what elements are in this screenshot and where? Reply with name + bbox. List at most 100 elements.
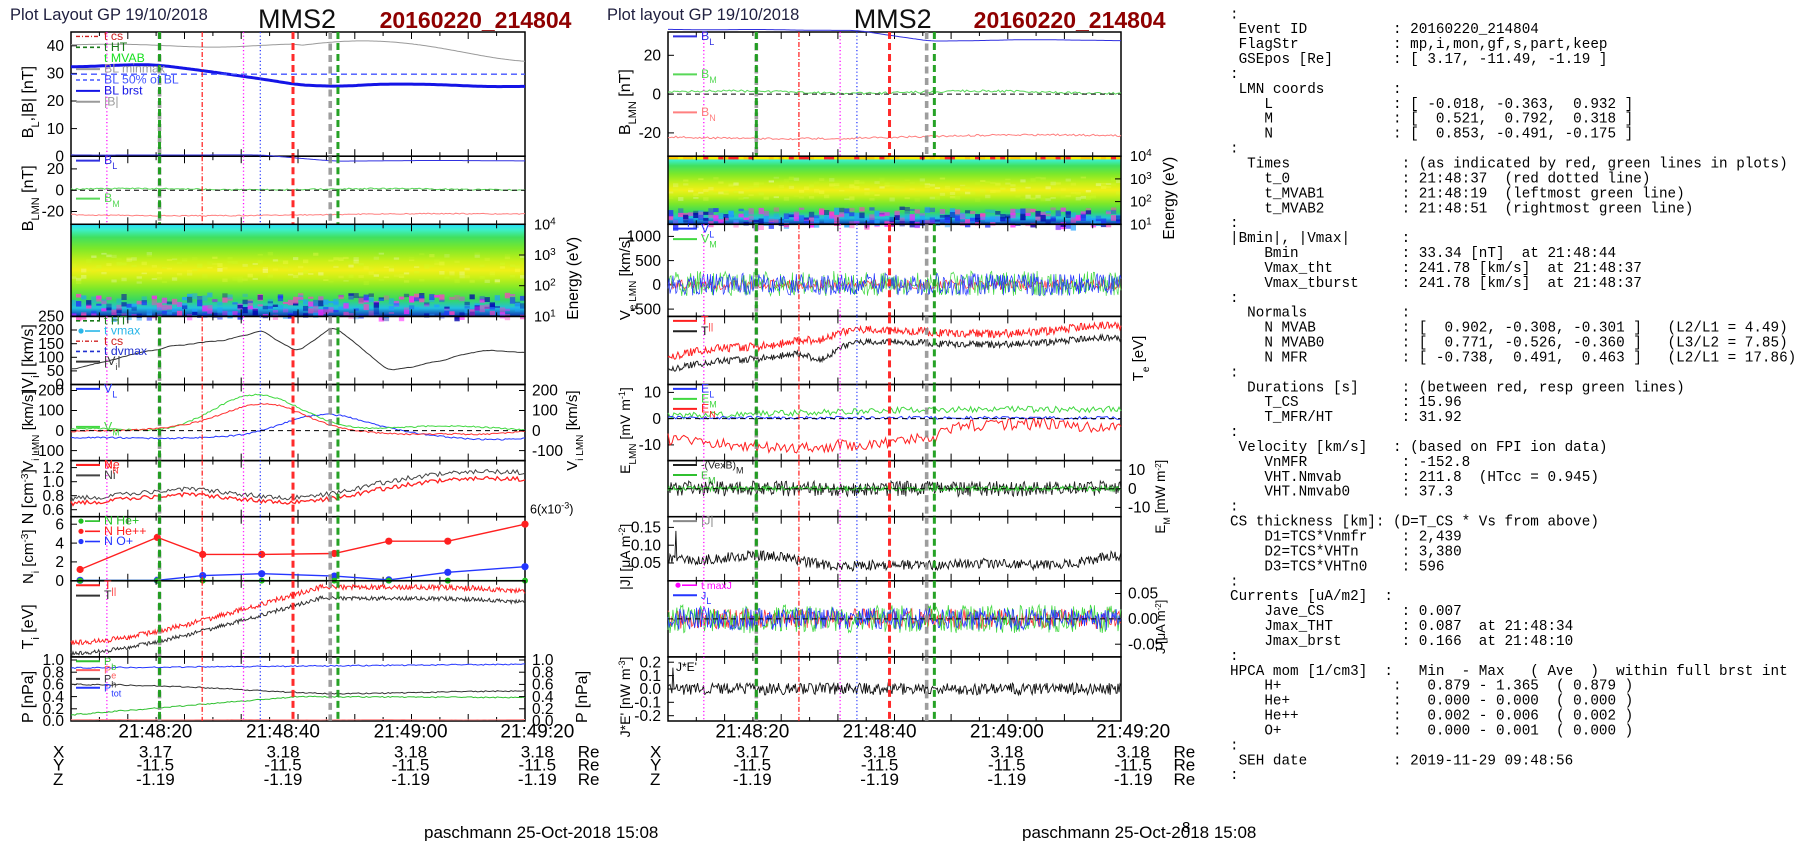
svg-text:21:48:40: 21:48:40 <box>843 722 917 743</box>
svg-text:Normals :: Normals : <box>1230 306 1410 322</box>
svg-text:-1.19: -1.19 <box>264 770 303 789</box>
svg-text:Plot Layout GP 19/10/2018: Plot Layout GP 19/10/2018 <box>10 6 208 24</box>
svg-text:Z: Z <box>650 770 660 789</box>
svg-text:MMS2: MMS2 <box>854 4 932 34</box>
svg-text:L : [ -0.018, -0.: L : [ -0.018, -0.363, 0.932 ] <box>1230 97 1633 113</box>
svg-text:21:49:00: 21:49:00 <box>970 722 1044 743</box>
svg-text::: : <box>1230 142 1239 158</box>
svg-text::: : <box>1230 365 1239 381</box>
svg-text:GSEpos [Re] : [ 3.17, -1: GSEpos [Re] : [ 3.17, -11.49, -1.19 ] <box>1230 52 1608 68</box>
svg-text:D2=TCS*VHTn : 3,380: D2=TCS*VHTn : 3,380 <box>1230 544 1462 560</box>
svg-text:He+ : 0.000 - 0.0: He+ : 0.000 - 0.000 ( 0.000 ) <box>1230 694 1633 710</box>
svg-text:500: 500 <box>635 253 661 270</box>
svg-text:N MVAB : [ 0.902, -0: N MVAB : [ 0.902, -0.308, -0.301 ] (L2/L… <box>1230 321 1788 337</box>
svg-text:Durations [s] : (between r: Durations [s] : (between red, resp green… <box>1230 380 1685 396</box>
svg-text:0.15: 0.15 <box>631 520 661 537</box>
svg-text:Velocity [km/s] : (based on: Velocity [km/s] : (based on FPI ion data… <box>1230 440 1608 456</box>
svg-text:250: 250 <box>38 309 64 326</box>
svg-text:-1.19: -1.19 <box>1114 770 1153 789</box>
svg-text:N MFR : [ -0.738, 0: N MFR : [ -0.738, 0.491, 0.463 ] (L2/L1 … <box>1230 351 1796 367</box>
svg-text:He++ : 0.002 - 0.0: He++ : 0.002 - 0.006 ( 0.002 ) <box>1230 709 1633 725</box>
svg-text:J*E' [nW m-3]: J*E' [nW m-3] <box>617 657 633 738</box>
svg-text:0: 0 <box>532 423 541 440</box>
svg-text:T: T <box>104 588 112 602</box>
svg-text:|B|: |B| <box>104 94 119 108</box>
svg-text::: : <box>1230 500 1239 516</box>
svg-text:0: 0 <box>652 86 661 103</box>
svg-text:200: 200 <box>38 383 64 400</box>
svg-text:8: 8 <box>1182 819 1190 836</box>
svg-text:10: 10 <box>644 385 662 402</box>
svg-text:Re: Re <box>1174 770 1196 789</box>
svg-text:-100: -100 <box>532 443 563 460</box>
svg-text:paschmann 25-Oct-2018 15:08: paschmann 25-Oct-2018 15:08 <box>424 823 658 841</box>
svg-text:200: 200 <box>532 383 558 400</box>
svg-text::: : <box>1230 291 1239 307</box>
svg-text:100: 100 <box>532 403 558 420</box>
svg-text:N MVAB0 : [ 0.771, -0: N MVAB0 : [ 0.771, -0.526, -0.360 ] (L3/… <box>1230 336 1788 352</box>
svg-text:Vmax_tht : 241.78 [km/s: Vmax_tht : 241.78 [km/s] at 21:48:37 <box>1230 261 1642 277</box>
svg-text:Jmax_THT : 0.087 at 21: Jmax_THT : 0.087 at 21:48:34 <box>1230 619 1573 635</box>
svg-text:0.10: 0.10 <box>631 537 662 554</box>
svg-text:J*E': J*E' <box>676 660 697 674</box>
svg-text:VHT.Nmvab0 : 37.3: VHT.Nmvab0 : 37.3 <box>1230 485 1453 501</box>
svg-text:4: 4 <box>55 535 64 552</box>
svg-text:HPCA mom [1/cm3] : Min - M: HPCA mom [1/cm3] : Min - Max ( Ave ) wit… <box>1230 664 1788 680</box>
svg-text::: : <box>1230 768 1239 784</box>
svg-text:MMS2: MMS2 <box>258 4 336 34</box>
svg-text:-10: -10 <box>639 437 662 454</box>
svg-text::: : <box>1230 216 1239 232</box>
svg-text:Ni: Ni <box>104 468 116 482</box>
svg-text::: : <box>1230 649 1239 665</box>
svg-text:VHT.Nmvab : 211.8 (HTcc: VHT.Nmvab : 211.8 (HTcc = 0.945) <box>1230 470 1599 486</box>
svg-text:CS thickness [km]: (D=T_CS * V: CS thickness [km]: (D=T_CS * Vs from abo… <box>1230 515 1599 531</box>
svg-text:O+ : 0.000 - 0.0: O+ : 0.000 - 0.001 ( 0.000 ) <box>1230 724 1633 740</box>
svg-text:21:48:40: 21:48:40 <box>246 722 320 743</box>
svg-text:-1.19: -1.19 <box>987 770 1026 789</box>
svg-text:Plot layout GP 19/10/2018: Plot layout GP 19/10/2018 <box>607 6 799 24</box>
svg-text:40: 40 <box>47 38 65 55</box>
svg-text:Jmax_brst : 0.166 at 21: Jmax_brst : 0.166 at 21:48:10 <box>1230 634 1573 650</box>
svg-text:N : [ 0.853, -0.: N : [ 0.853, -0.491, -0.175 ] <box>1230 127 1633 143</box>
svg-text:Re: Re <box>578 770 600 789</box>
svg-text:Bmin : 33.34 [nT]: Bmin : 33.34 [nT] at 21:48:44 <box>1230 246 1616 262</box>
svg-text:-1.19: -1.19 <box>518 770 557 789</box>
svg-text:T: T <box>701 324 709 338</box>
svg-text:-1.19: -1.19 <box>733 770 772 789</box>
svg-text:Jave_CS : 0.007: Jave_CS : 0.007 <box>1230 604 1462 620</box>
svg-text:H+ : 0.879 - 1.3: H+ : 0.879 - 1.365 ( 0.879 ) <box>1230 679 1633 695</box>
svg-text::: : <box>1230 738 1239 754</box>
svg-text:0: 0 <box>652 277 661 294</box>
svg-text:-1.19: -1.19 <box>860 770 899 789</box>
svg-text:Vmax_tburst : 241.78 [km/s: Vmax_tburst : 241.78 [km/s] at 21:48:37 <box>1230 276 1642 292</box>
svg-text:VnMFR : -152.8: VnMFR : -152.8 <box>1230 455 1470 471</box>
svg-text:0: 0 <box>1128 481 1137 498</box>
svg-text:10: 10 <box>47 121 65 138</box>
svg-text:D3=TCS*VHTn0 : 596: D3=TCS*VHTn0 : 596 <box>1230 559 1445 575</box>
svg-text:Energy (eV): Energy (eV) <box>565 237 582 320</box>
svg-text:Times : (as indica: Times : (as indicated by red, green line… <box>1230 157 1788 173</box>
svg-text:-1.19: -1.19 <box>391 770 430 789</box>
svg-text:30: 30 <box>47 66 65 83</box>
svg-text:|J|: |J| <box>701 514 714 528</box>
svg-text:P [nPa]: P [nPa] <box>20 671 37 723</box>
svg-text:t_0 : 21:48:37 (r: t_0 : 21:48:37 (red dotted line) <box>1230 171 1650 187</box>
svg-text:N O+: N O+ <box>104 534 133 548</box>
svg-text:20: 20 <box>644 48 662 65</box>
svg-text:-20: -20 <box>42 204 65 221</box>
svg-text:0: 0 <box>652 411 661 428</box>
svg-text:6: 6 <box>55 516 64 533</box>
svg-text:Event ID : 20160220_2: Event ID : 20160220_214804 <box>1230 22 1539 38</box>
svg-text:0.05: 0.05 <box>631 555 661 572</box>
svg-text:20160220_214804: 20160220_214804 <box>380 7 572 33</box>
svg-text::: : <box>1230 425 1239 441</box>
svg-text:FlagStr : mp,i,mon,g: FlagStr : mp,i,mon,gf,s,part,keep <box>1230 37 1608 53</box>
svg-text:Currents [uA/m2] :: Currents [uA/m2] : <box>1230 589 1393 605</box>
svg-text:P [nPa]: P [nPa] <box>574 671 591 723</box>
svg-text:Z: Z <box>53 770 63 789</box>
svg-text:t_MVAB1 : 21:48:19 (l: t_MVAB1 : 21:48:19 (leftmost green line) <box>1230 186 1685 202</box>
svg-text:21:48:20: 21:48:20 <box>715 722 789 743</box>
svg-text:20: 20 <box>47 161 65 178</box>
svg-text:paschmann 25-Oct-2018 15:08: paschmann 25-Oct-2018 15:08 <box>1022 823 1256 841</box>
svg-text:SEH date : 2019-11-29: SEH date : 2019-11-29 09:48:56 <box>1230 753 1573 769</box>
